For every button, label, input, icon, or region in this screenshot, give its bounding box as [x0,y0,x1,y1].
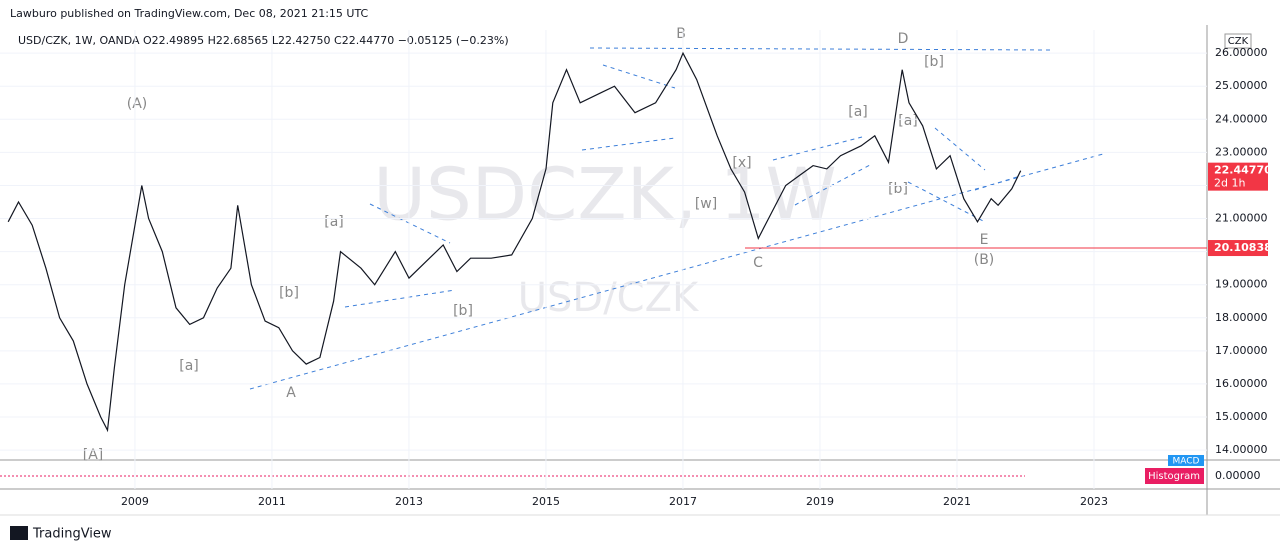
last-price-tag [1208,162,1268,191]
x-tick-label: 2019 [806,495,834,508]
trend-line [344,289,456,308]
y-tick-label: 17.00000 [1215,344,1268,357]
wave-label: [a] [179,358,199,374]
x-tick-label: 2021 [943,495,971,508]
symbol-line: USD/CZK, 1W, OANDA O22.49895 H22.68565 L… [18,34,509,47]
wave-label: [b] [279,285,299,301]
wave-label: (A) [127,96,148,112]
last-price-label: 22.44770 [1214,164,1272,177]
trend-line [934,127,986,171]
y-tick-label: 15.00000 [1215,410,1268,423]
watermark-pair: USD/CZK [518,275,700,321]
price-line [7,51,1022,433]
y-tick-label: 14.00000 [1215,443,1268,456]
histogram-label: Histogram [1148,471,1200,482]
x-tick-label: 2013 [395,495,423,508]
level-tag [1208,240,1268,257]
wave-label: [a] [324,214,344,230]
y-tick-label: 16.00000 [1215,377,1268,390]
tv-logo [10,526,28,540]
wave-label: B [676,26,686,42]
wave-label: [w] [695,196,717,212]
x-tick-label: 2017 [669,495,697,508]
trend-line [974,175,1021,191]
histogram-legend [1145,468,1204,484]
trend-line [581,137,676,151]
wave-label: [a] [848,104,868,120]
wave-label: [b] [924,54,944,70]
y-tick-label: 25.00000 [1215,79,1268,92]
wave-label: [b] [888,181,908,197]
wave-label: [b] [453,303,473,319]
trend-line [249,153,1104,390]
wave-label: E [980,232,989,248]
y-tick-label: 18.00000 [1215,311,1268,324]
wave-label: [A] [83,447,104,463]
x-tick-label: 2009 [121,495,149,508]
currency-box [1224,33,1252,49]
wave-label: C [753,255,763,271]
x-tick-label: 2015 [532,495,560,508]
macd-zero-label: 0.00000 [1215,469,1261,482]
trend-line [907,181,986,223]
y-tick-label: 19.00000 [1215,278,1268,291]
x-tick-label: 2023 [1080,495,1108,508]
wave-label: D [898,31,909,47]
y-tick-label: 23.00000 [1215,145,1268,158]
watermark: USDCZK, 1W [373,153,836,237]
wave-label: [a] [898,113,918,129]
macd-label: MACD [1173,457,1200,467]
y-tick-label: 24.00000 [1215,112,1268,125]
brand: TradingView [32,527,112,542]
y-tick-label: 21.00000 [1215,212,1268,225]
wave-labels: (A) [A] [a] [b] A [a] [b] B C [w] [x] [a… [83,26,995,463]
trend-line [369,203,451,244]
wave-label: A [286,385,296,401]
level-label: 20.10838 [1214,241,1272,254]
x-tick-label: 2011 [258,495,286,508]
currency: CZK [1228,36,1249,47]
y-tick-label: 26.00000 [1215,46,1268,59]
publisher-line: Lawburo published on TradingView.com, De… [10,7,369,20]
trend-line [602,64,676,89]
wave-label: [x] [732,155,751,171]
countdown: 2d 1h [1214,177,1245,190]
macd-legend [1168,455,1204,466]
wave-label: (B) [974,252,995,268]
